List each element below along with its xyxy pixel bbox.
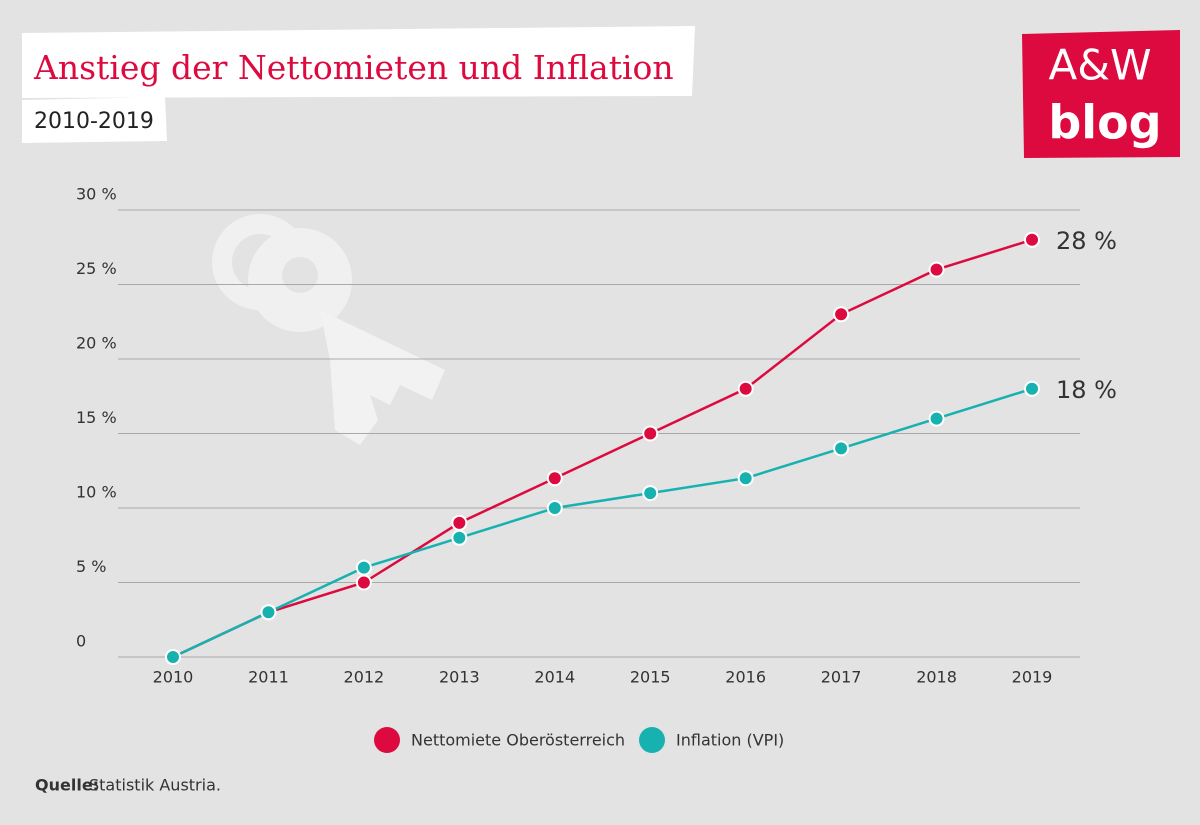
x-tick-label: 2014 xyxy=(534,668,575,687)
x-tick-label: 2010 xyxy=(153,668,194,687)
data-point xyxy=(737,380,754,397)
y-tick-label: 30 % xyxy=(76,185,117,204)
logo-text: A&W xyxy=(1048,41,1151,90)
data-point xyxy=(642,425,659,442)
data-point xyxy=(451,529,468,546)
y-tick-label: 15 % xyxy=(76,408,117,427)
data-point xyxy=(165,649,181,665)
data-point xyxy=(642,485,659,502)
key-icon xyxy=(320,310,445,445)
data-point xyxy=(928,261,945,278)
legend-label: Nettomiete Oberösterreich xyxy=(411,731,625,750)
data-point xyxy=(355,574,372,591)
logo-box xyxy=(1022,30,1180,158)
y-tick-label: 20 % xyxy=(76,334,117,353)
logo-text: blog xyxy=(1048,96,1161,150)
legend-label: Inflation (VPI) xyxy=(676,731,784,750)
x-tick-label: 2016 xyxy=(725,668,766,687)
y-tick-label: 0 xyxy=(76,632,86,651)
data-point xyxy=(1024,231,1040,248)
key-icon xyxy=(282,257,318,293)
y-tick-label: 10 % xyxy=(76,483,117,502)
data-point xyxy=(737,470,754,487)
source-label: Quelle: xyxy=(35,776,99,795)
data-point xyxy=(833,306,850,323)
data-point xyxy=(546,500,563,516)
x-tick-label: 2013 xyxy=(439,668,480,687)
source-text: Statistik Austria. xyxy=(89,776,221,795)
data-point xyxy=(833,440,850,457)
series-line xyxy=(172,387,1033,659)
x-tick-label: 2015 xyxy=(630,668,671,687)
data-point xyxy=(451,514,468,531)
data-label: 28 % xyxy=(1056,227,1117,255)
data-point xyxy=(260,604,277,621)
y-tick-label: 5 % xyxy=(76,557,106,576)
series-line xyxy=(172,238,1033,659)
data-point xyxy=(355,559,372,576)
y-tick-label: 25 % xyxy=(76,259,117,278)
title-box xyxy=(22,26,695,98)
x-tick-label: 2019 xyxy=(1012,668,1053,687)
x-tick-label: 2017 xyxy=(821,668,862,687)
data-label: 18 % xyxy=(1056,376,1117,404)
legend-marker xyxy=(374,727,400,753)
legend-marker xyxy=(639,727,665,753)
data-point xyxy=(1024,380,1040,397)
chart-title: Anstieg der Nettomieten und Inflation xyxy=(33,48,674,87)
x-tick-label: 2018 xyxy=(916,668,957,687)
chart-subtitle: 2010-2019 xyxy=(34,109,154,134)
data-point xyxy=(546,470,563,487)
data-point xyxy=(928,410,945,427)
subtitle-box xyxy=(22,97,167,143)
x-tick-label: 2012 xyxy=(344,668,385,687)
x-tick-label: 2011 xyxy=(248,668,289,687)
